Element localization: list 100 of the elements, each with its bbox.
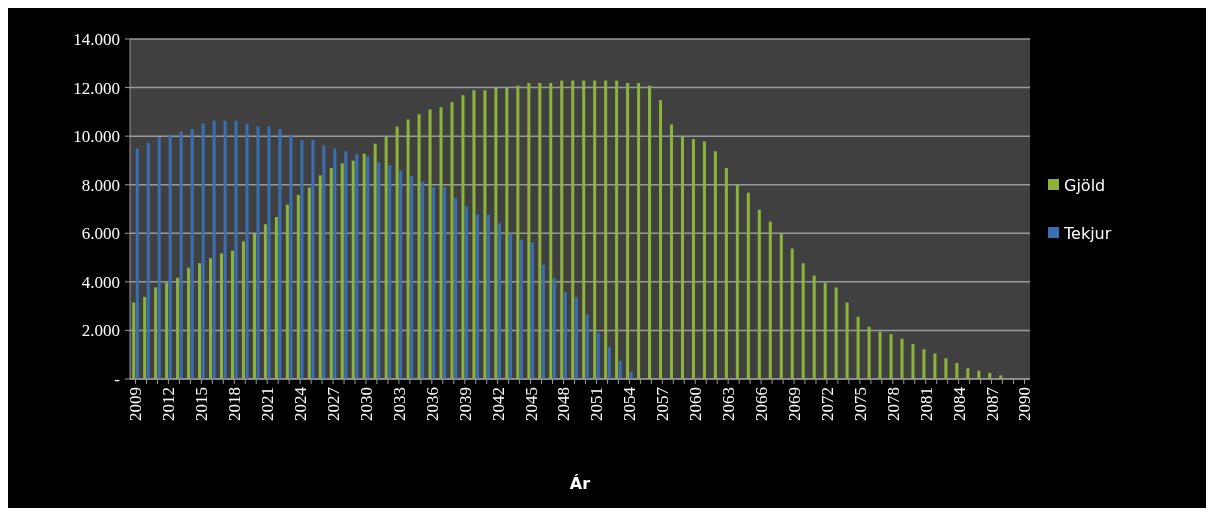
bar [637, 82, 641, 379]
bar [333, 148, 337, 379]
y-tick-label: 14.000 [73, 29, 120, 49]
bar [278, 129, 282, 379]
bar [560, 80, 564, 379]
bar [340, 163, 344, 379]
bar [541, 264, 545, 379]
bar [421, 181, 425, 379]
bar [465, 206, 469, 379]
bar [724, 167, 728, 379]
bar [604, 80, 608, 379]
y-tick-label: 12.000 [73, 78, 120, 98]
bar [856, 316, 860, 379]
bar [318, 175, 322, 379]
bar [563, 292, 567, 379]
bar [322, 145, 326, 379]
bar [461, 95, 465, 379]
bar [779, 234, 783, 379]
bar [669, 124, 674, 379]
y-tick-label: 2.000 [81, 321, 120, 341]
bar [702, 141, 706, 379]
bar [241, 241, 245, 379]
x-axis-title: Ár [569, 474, 591, 493]
bar [209, 258, 213, 379]
x-tick-label: 2078 [883, 387, 903, 421]
bar [922, 349, 926, 379]
bar [834, 287, 838, 379]
bar [428, 109, 432, 379]
bar [263, 224, 267, 379]
bar [889, 334, 893, 379]
bar [659, 100, 663, 379]
bar [812, 275, 816, 379]
bar [955, 362, 959, 379]
bar [497, 223, 501, 379]
bar [388, 165, 392, 379]
bar [300, 140, 304, 379]
bar [618, 361, 622, 379]
bar [911, 344, 915, 379]
bar [801, 263, 805, 379]
bar [538, 82, 542, 379]
x-tick-label: 2036 [422, 387, 442, 421]
x-tick-label: 2030 [356, 387, 376, 421]
bar [790, 248, 794, 379]
bar [355, 154, 359, 379]
x-tick-label: 2027 [324, 386, 343, 421]
bar [746, 192, 750, 379]
bar [944, 358, 948, 379]
bar [900, 338, 904, 379]
bar [648, 85, 652, 379]
bar [552, 278, 556, 379]
legend-label: Gjöld [1064, 175, 1106, 195]
bar [135, 148, 139, 379]
bar [311, 140, 315, 379]
bar [508, 233, 512, 379]
y-tick-label: 6.000 [81, 224, 120, 244]
y-tick-label: 8.000 [81, 175, 120, 195]
x-tick-label: 2063 [719, 387, 739, 421]
bar [845, 302, 849, 379]
x-tick-label: 2075 [850, 387, 870, 421]
bar [483, 90, 487, 379]
bar [476, 214, 480, 379]
x-tick-label: 2090 [1015, 387, 1035, 421]
x-tick-label: 2087 [982, 386, 1002, 421]
bar [615, 80, 619, 379]
x-tick-label: 2021 [258, 387, 278, 421]
bar [165, 282, 169, 379]
bar [377, 162, 381, 379]
bar [344, 151, 348, 379]
bar [410, 175, 414, 379]
bar [593, 80, 597, 379]
x-tick-label: 2048 [554, 387, 574, 421]
bar [373, 143, 377, 379]
bar [571, 80, 575, 379]
x-tick-label: 2024 [291, 386, 311, 421]
bar [519, 239, 523, 379]
bar [351, 160, 355, 379]
x-tick-label: 2057 [653, 386, 673, 421]
bar [486, 214, 491, 379]
bar [527, 82, 531, 379]
x-tick-label: 2054 [620, 386, 640, 421]
bar [443, 187, 447, 379]
bar [230, 250, 234, 379]
y-tick-label: 4.000 [81, 272, 120, 292]
x-tick-label: 2012 [159, 387, 179, 421]
x-tick-label: 2051 [587, 387, 607, 421]
bar [417, 114, 421, 379]
bar [307, 187, 311, 379]
y-tick-label: 10.000 [73, 127, 120, 147]
bar [966, 368, 970, 379]
bar [406, 119, 410, 379]
x-tick-label: 2009 [126, 387, 146, 421]
bar [143, 296, 147, 379]
bar [735, 184, 739, 379]
bar [146, 142, 150, 379]
bar [768, 221, 772, 379]
bar [494, 87, 498, 379]
x-tick-label: 2045 [521, 387, 541, 421]
bar [201, 123, 205, 379]
bar [450, 102, 454, 379]
bar [234, 120, 238, 379]
